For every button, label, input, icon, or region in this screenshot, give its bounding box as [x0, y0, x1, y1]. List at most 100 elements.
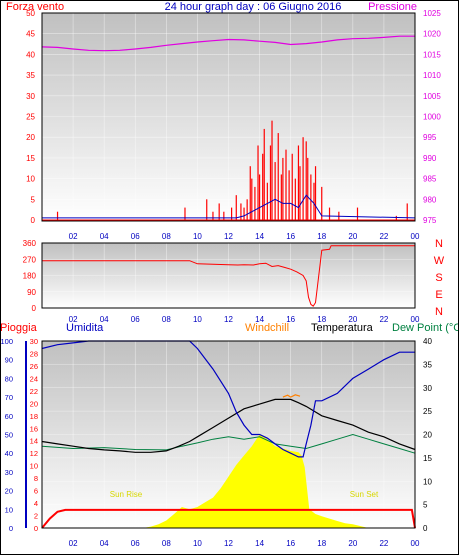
panel2-time-ticks: 02 04 06 08 10 12 14 16 18 20 22 00: [69, 315, 420, 324]
wind-tick-label: 10: [26, 175, 35, 184]
time-tick-label: 10: [193, 539, 202, 548]
pressure-tick-label: 975: [423, 216, 437, 225]
pressure-tick-label: 980: [423, 195, 437, 204]
wind-tick-label: 20: [26, 133, 35, 142]
pressure-tick-label: 1020: [423, 30, 441, 39]
humidity-tick-label: 60: [5, 412, 13, 421]
humidity-tick-label: 80: [5, 374, 13, 383]
time-tick-label: 20: [348, 539, 357, 548]
panel2-grid: [42, 243, 416, 308]
rain-tick-label: 24: [30, 374, 38, 383]
time-tick-label: 08: [162, 315, 171, 324]
temperature-tick-label: 20: [423, 431, 432, 440]
time-tick-label: 04: [100, 232, 109, 241]
humidity-tick-label: 90: [5, 356, 13, 365]
direction-tick-label: 360: [23, 239, 37, 248]
pressure-tick-label: 985: [423, 175, 437, 184]
time-tick-label: 16: [286, 232, 295, 241]
compass-label: W: [434, 255, 445, 267]
panel3-time-ticks: 02 04 06 08 10 12 14 16 18 20 22 00: [69, 539, 420, 548]
time-tick-label: 04: [100, 539, 109, 548]
rain-tick-label: 18: [30, 412, 38, 421]
rain-tick-label: 4: [34, 499, 38, 508]
rain-tick-label: 12: [30, 449, 38, 458]
rain-tick-label: 6: [34, 487, 38, 496]
time-tick-label: 02: [69, 232, 78, 241]
time-tick-label: 08: [162, 539, 171, 548]
rain-tick-label: 14: [30, 437, 38, 446]
time-tick-label: 06: [131, 232, 140, 241]
pressure-tick-label: 1005: [423, 92, 441, 101]
legend-windchill: Windchill: [245, 322, 289, 334]
solar-area: [42, 434, 415, 528]
time-tick-label: 08: [162, 232, 171, 241]
time-tick-label: 02: [69, 315, 78, 324]
wind-tick-label: 5: [31, 195, 36, 204]
chart-title: 24 hour graph day : 06 Giugno 2016: [165, 1, 342, 13]
rain-tick-label: 10: [30, 462, 38, 471]
panel1-time-ticks: 02 04 06 08 10 12 14 16 18 20 22 00: [69, 232, 420, 241]
rain-tick-label: 28: [30, 349, 38, 358]
rain-tick-label: 16: [30, 424, 38, 433]
direction-tick-label: 0: [32, 304, 37, 313]
temperature-tick-label: 25: [423, 407, 432, 416]
time-tick-label: 20: [348, 315, 357, 324]
compass-label: N: [435, 238, 443, 250]
direction-axis-ticks: 0 90 180 270 360: [23, 239, 37, 313]
wind-tick-label: 50: [26, 9, 35, 18]
time-tick-label: 12: [224, 232, 233, 241]
humidity-tick-label: 0: [9, 524, 13, 533]
time-tick-label: 18: [317, 539, 326, 548]
temperature-tick-label: 40: [423, 337, 432, 346]
wind-tick-label: 30: [26, 92, 35, 101]
wind-direction-line: [42, 245, 415, 307]
direction-tick-label: 180: [23, 272, 37, 281]
rain-rate-line: [41, 508, 416, 529]
humidity-tick-label: 10: [5, 505, 13, 514]
time-tick-label: 22: [379, 315, 388, 324]
time-tick-label: 02: [69, 539, 78, 548]
wind-tick-label: 35: [26, 71, 35, 80]
time-tick-label: 12: [224, 315, 233, 324]
direction-tick-label: 90: [27, 288, 36, 297]
time-tick-label: 18: [317, 232, 326, 241]
humidity-tick-label: 100: [0, 337, 13, 346]
rain-tick-label: 30: [30, 337, 38, 346]
time-tick-label: 16: [286, 539, 295, 548]
pressure-tick-label: 1010: [423, 71, 441, 80]
time-tick-label: 22: [379, 539, 388, 548]
rain-tick-label: 2: [34, 512, 38, 521]
pressure-tick-label: 995: [423, 133, 437, 142]
time-tick-label: 06: [131, 539, 140, 548]
humidity-tick-label: 70: [5, 393, 13, 402]
time-tick-label: 10: [193, 315, 202, 324]
windchill-line: [282, 394, 301, 398]
sun-rise-label: Sun Rise: [110, 490, 143, 499]
dew-point-line: [41, 433, 416, 454]
time-tick-label: 12: [224, 539, 233, 548]
pressure-line: [41, 35, 415, 52]
wind-axis-ticks: 0 5 10 15 20 25 30 35 40 45 50: [26, 9, 35, 225]
temperature-tick-label: 5: [423, 501, 428, 510]
rain-tick-label: 8: [34, 474, 38, 483]
temperature-line: [41, 398, 416, 453]
temperature-tick-label: 35: [423, 360, 432, 369]
legend-rain: Pioggia: [0, 322, 38, 334]
rain-tick-label: 0: [34, 524, 38, 533]
wind-tick-label: 40: [26, 50, 35, 59]
legend-humidity: Umidita: [66, 322, 104, 334]
humidity-tick-label: 30: [5, 468, 13, 477]
wind-tick-label: 0: [31, 216, 36, 225]
panel1-frame: [41, 12, 416, 222]
compass-label: E: [435, 289, 442, 301]
time-tick-label: 20: [348, 232, 357, 241]
wind-tick-label: 45: [26, 30, 35, 39]
panel2-frame: [41, 242, 416, 309]
direction-tick-label: 270: [23, 255, 37, 264]
humidity-axis-ticks: 0 10 20 30 40 50 60 70 80 90 100: [0, 337, 13, 533]
compass-label: N: [435, 306, 443, 318]
pressure-tick-label: 990: [423, 154, 437, 163]
time-tick-label: 10: [193, 232, 202, 241]
